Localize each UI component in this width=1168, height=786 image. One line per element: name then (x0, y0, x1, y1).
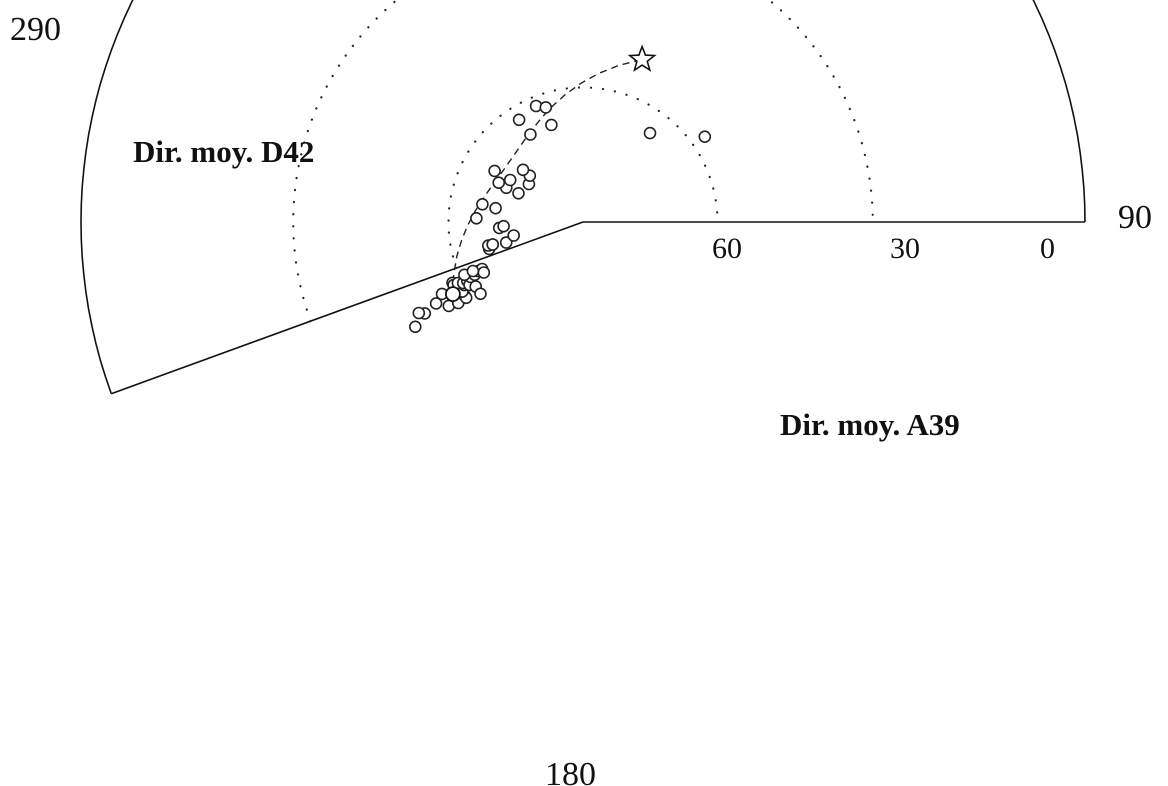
data-point (489, 201, 502, 215)
data-point (503, 173, 517, 187)
data-point (507, 229, 521, 242)
data-point (474, 287, 487, 301)
sector-frame (80, 0, 1086, 395)
annotation-mean-a39: Dir. moy. A39 (780, 407, 960, 442)
mean-direction-path (452, 58, 643, 295)
azimuth-label-180: 180 (545, 756, 596, 786)
data-point (524, 128, 537, 141)
inclination-circles (292, 0, 874, 323)
data-point (408, 320, 422, 334)
data-point (643, 126, 657, 140)
data-point (499, 236, 513, 249)
data-point (539, 101, 553, 114)
data-point (698, 130, 712, 143)
data-point (466, 264, 480, 278)
data-point (492, 176, 506, 189)
data-point (476, 198, 489, 211)
azimuth-label-290: 290 (10, 11, 61, 48)
data-point (488, 164, 501, 178)
inclination-tick-60: 60 (712, 232, 742, 265)
data-point (512, 113, 526, 127)
mean-direction-a39-marker (627, 44, 657, 72)
data-point (429, 297, 443, 310)
data-point (516, 163, 530, 177)
radius-290 (111, 221, 584, 395)
mean-direction-path-line (452, 58, 643, 295)
data-point (486, 238, 500, 251)
data-point (477, 266, 491, 279)
mean-direction-markers (444, 44, 657, 303)
data-point (512, 187, 525, 200)
inclination-tick-30: 30 (890, 232, 920, 265)
data-point (412, 306, 426, 320)
mean-direction-d42-marker (444, 286, 461, 303)
annotation-mean-d42: Dir. moy. D42 (133, 134, 314, 169)
data-point (545, 118, 558, 132)
data-points (408, 99, 712, 334)
outer-arc (80, 0, 1086, 394)
data-point (470, 212, 483, 225)
data-point (497, 219, 510, 233)
inclination-tick-0: 0 (1040, 232, 1055, 265)
inclination-circle-30 (292, 0, 874, 323)
azimuth-label-90: 90 (1118, 199, 1152, 236)
